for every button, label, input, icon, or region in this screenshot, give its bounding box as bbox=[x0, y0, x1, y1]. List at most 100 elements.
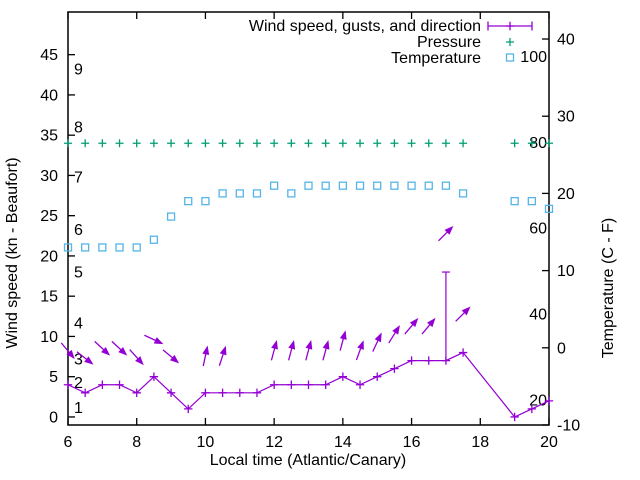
wind-direction-arrow-shaft bbox=[404, 322, 415, 335]
fahrenheit-scale-label: 80 bbox=[529, 135, 547, 152]
beaufort-scale-label: 6 bbox=[74, 222, 83, 239]
beaufort-scale-label: 5 bbox=[74, 265, 83, 282]
legend-label-temperature: Temperature bbox=[391, 50, 481, 67]
temperature-point bbox=[544, 204, 554, 214]
temperature-point bbox=[252, 189, 262, 198]
temperature-point bbox=[149, 235, 159, 244]
right-y-axis-label: Temperature (C - F) bbox=[600, 218, 617, 358]
fahrenheit-scale-label: 100 bbox=[520, 49, 547, 66]
axes-layer: 6 8 10 12 14 16 18 20051015202530354045-1001020… bbox=[40, 11, 580, 451]
wind-direction-arrow-head bbox=[392, 325, 400, 335]
wind-direction-arrow-head bbox=[153, 337, 164, 345]
legend-temperature-sample-marker bbox=[505, 53, 515, 62]
wind-direction-arrow-shaft bbox=[129, 349, 140, 361]
wind-direction-arrow-head bbox=[409, 317, 419, 328]
pressure-point bbox=[252, 139, 261, 148]
pressure-point bbox=[390, 139, 399, 148]
x-axis-label: Local time (Atlantic/Canary) bbox=[210, 452, 407, 469]
temperature-point bbox=[373, 181, 382, 190]
wind-direction-arrow-head bbox=[169, 354, 180, 364]
x-tick-label: 14 bbox=[334, 434, 352, 451]
series-layer bbox=[60, 139, 554, 422]
pressure-point bbox=[167, 139, 176, 148]
temperature-point bbox=[235, 189, 244, 198]
pressure-point bbox=[441, 139, 450, 148]
pressure-point bbox=[338, 139, 347, 148]
wind-direction-arrow-shaft bbox=[144, 334, 158, 342]
left-y-tick-label: 5 bbox=[49, 369, 58, 386]
legend-pressure-sample-marker bbox=[506, 38, 514, 46]
beaufort-scale-label: 8 bbox=[74, 120, 83, 137]
wind-speed-marker bbox=[235, 388, 244, 397]
wind-direction-arrow-head bbox=[322, 339, 330, 350]
wind-direction-arrow-shaft bbox=[218, 352, 225, 366]
wind-speed-marker bbox=[321, 380, 330, 389]
temperature-point bbox=[115, 243, 124, 252]
right-y-tick-label: 30 bbox=[557, 109, 575, 126]
wind-direction-arrow-shaft bbox=[270, 346, 276, 361]
wind-speed-marker bbox=[252, 388, 262, 397]
legend-wind-sample-marker bbox=[505, 21, 515, 31]
legend-label-pressure: Pressure bbox=[417, 34, 481, 51]
right-y-tick-label: 40 bbox=[557, 32, 575, 49]
wind-speed-marker bbox=[149, 372, 159, 381]
wind-direction-arrow-head bbox=[339, 330, 347, 340]
temperature-point bbox=[304, 181, 313, 190]
pressure-point bbox=[356, 139, 365, 148]
wind-direction-arrow-head bbox=[118, 346, 128, 356]
pressure-point bbox=[98, 139, 107, 148]
wind-direction-arrow-shaft bbox=[438, 230, 449, 242]
wind-direction-arrow-head bbox=[271, 339, 278, 350]
wind-direction-arrow-head bbox=[357, 340, 364, 350]
temperature-point bbox=[201, 196, 210, 206]
pressure-point bbox=[424, 139, 433, 148]
pressure-point bbox=[270, 139, 279, 148]
beaufort-scale-label: 9 bbox=[74, 62, 83, 79]
wind-direction-arrow-head bbox=[288, 339, 296, 350]
wind-direction-arrow-head bbox=[305, 339, 313, 350]
wind-speed-marker bbox=[166, 388, 176, 397]
fahrenheit-scale-label: 20 bbox=[529, 392, 547, 409]
pressure-point bbox=[304, 139, 313, 148]
wind-direction-arrow-shaft bbox=[455, 310, 467, 322]
pressure-point bbox=[287, 139, 296, 148]
pressure-point bbox=[407, 139, 416, 148]
wind-direction-arrow-shaft bbox=[421, 322, 432, 335]
wind-direction-arrow-shaft bbox=[94, 340, 106, 352]
wind-direction-arrow-head bbox=[84, 356, 94, 365]
wind-speed-marker bbox=[544, 396, 554, 406]
wind-direction-arrow-head bbox=[202, 345, 210, 356]
left-y-tick-label: 30 bbox=[40, 168, 58, 185]
left-y-tick-label: 10 bbox=[40, 329, 58, 346]
x-tick-label: 6 bbox=[64, 434, 73, 451]
right-y-tick-label: 10 bbox=[557, 263, 575, 280]
wind-direction-arrow-shaft bbox=[76, 351, 89, 361]
wind-direction-arrow-shaft bbox=[339, 336, 345, 351]
wind-direction-arrow-head bbox=[135, 356, 144, 366]
pressure-point bbox=[149, 139, 158, 148]
pressure-point bbox=[201, 139, 210, 148]
temperature-point bbox=[218, 189, 227, 198]
temperature-point bbox=[98, 243, 107, 252]
wind-speed-marker bbox=[80, 388, 90, 397]
x-tick-label: 8 bbox=[132, 434, 141, 451]
wind-speed-marker bbox=[304, 380, 313, 389]
wind-direction-arrow-head bbox=[461, 306, 471, 316]
wind-direction-arrow-head bbox=[444, 225, 454, 235]
wind-speed-marker bbox=[441, 356, 451, 365]
pressure-point bbox=[184, 139, 193, 148]
wind-speed-marker bbox=[132, 388, 141, 397]
temperature-point bbox=[510, 196, 519, 206]
fahrenheit-scale-label: 60 bbox=[529, 221, 547, 238]
right-y-tick-label: 20 bbox=[557, 186, 575, 203]
wind-speed-marker bbox=[338, 372, 348, 381]
temperature-point bbox=[441, 181, 451, 190]
temperature-point bbox=[527, 196, 536, 206]
pressure-point bbox=[510, 139, 519, 148]
wind-speed-marker bbox=[115, 380, 124, 389]
pressure-point bbox=[373, 139, 382, 148]
temperature-point bbox=[166, 212, 176, 221]
wind-speed-marker bbox=[63, 380, 73, 389]
wind-direction-arrow-shaft bbox=[355, 346, 362, 361]
